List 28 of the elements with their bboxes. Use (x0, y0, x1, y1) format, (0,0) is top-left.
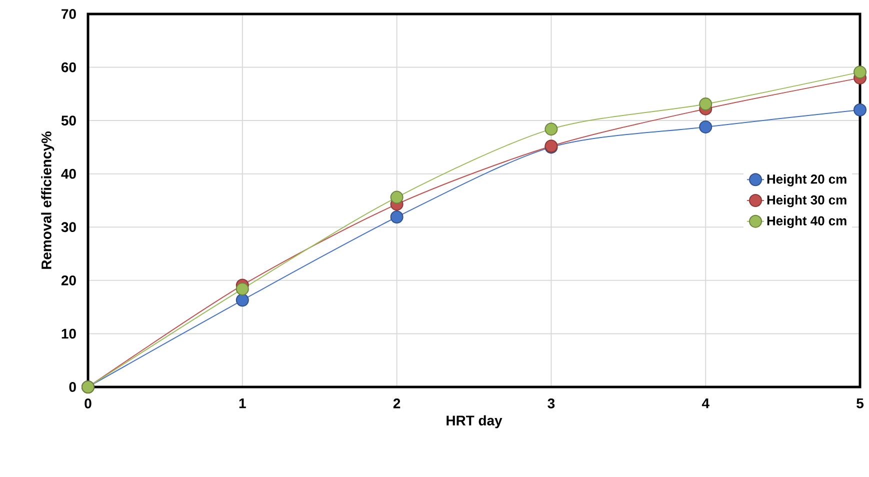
y-tick-label: 10 (62, 328, 76, 339)
point (699, 120, 712, 134)
x-tick-label: 0 (84, 398, 92, 408)
x-tick-label: 3 (548, 398, 555, 408)
point (390, 210, 404, 224)
x-tick-label: 2 (393, 398, 400, 408)
point (854, 66, 867, 79)
legend-label: Height 20 cm (767, 174, 846, 186)
y-tick-label: 40 (61, 168, 76, 179)
y-tick-label: 50 (61, 116, 76, 126)
x-tick-label: 5 (856, 398, 864, 408)
y-tick-label: 70 (62, 9, 76, 19)
y-tick-label: 60 (61, 62, 76, 72)
point (854, 103, 867, 116)
y-tick-label: 0 (69, 382, 76, 392)
y-axis-title: Removal efficiency% (41, 132, 54, 269)
legend-label: Height 30 cm (767, 195, 846, 208)
x-axis-title: HRT day (446, 415, 502, 428)
point (236, 294, 249, 307)
point (544, 122, 558, 136)
x-tick-label: 1 (239, 398, 246, 408)
y-tick-label: 20 (61, 275, 76, 286)
x-tick-label: 4 (702, 398, 710, 408)
y-tick-label: 30 (61, 222, 76, 232)
legend-label: Height 40 cm (767, 216, 846, 228)
point (236, 282, 249, 296)
point (699, 98, 712, 111)
point (390, 190, 404, 204)
